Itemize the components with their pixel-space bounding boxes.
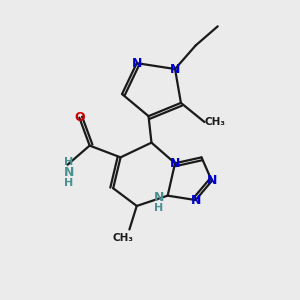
Text: N: N	[132, 57, 142, 70]
Text: H: H	[64, 158, 74, 167]
Text: N: N	[190, 194, 201, 207]
Text: H: H	[154, 203, 164, 213]
Text: N: N	[64, 167, 74, 179]
Text: CH₃: CH₃	[113, 233, 134, 243]
Text: O: O	[74, 111, 85, 124]
Text: N: N	[170, 157, 180, 170]
Text: CH₃: CH₃	[204, 117, 225, 127]
Text: H: H	[64, 178, 74, 188]
Text: N: N	[170, 62, 180, 76]
Text: N: N	[207, 174, 217, 188]
Text: N: N	[154, 190, 164, 204]
